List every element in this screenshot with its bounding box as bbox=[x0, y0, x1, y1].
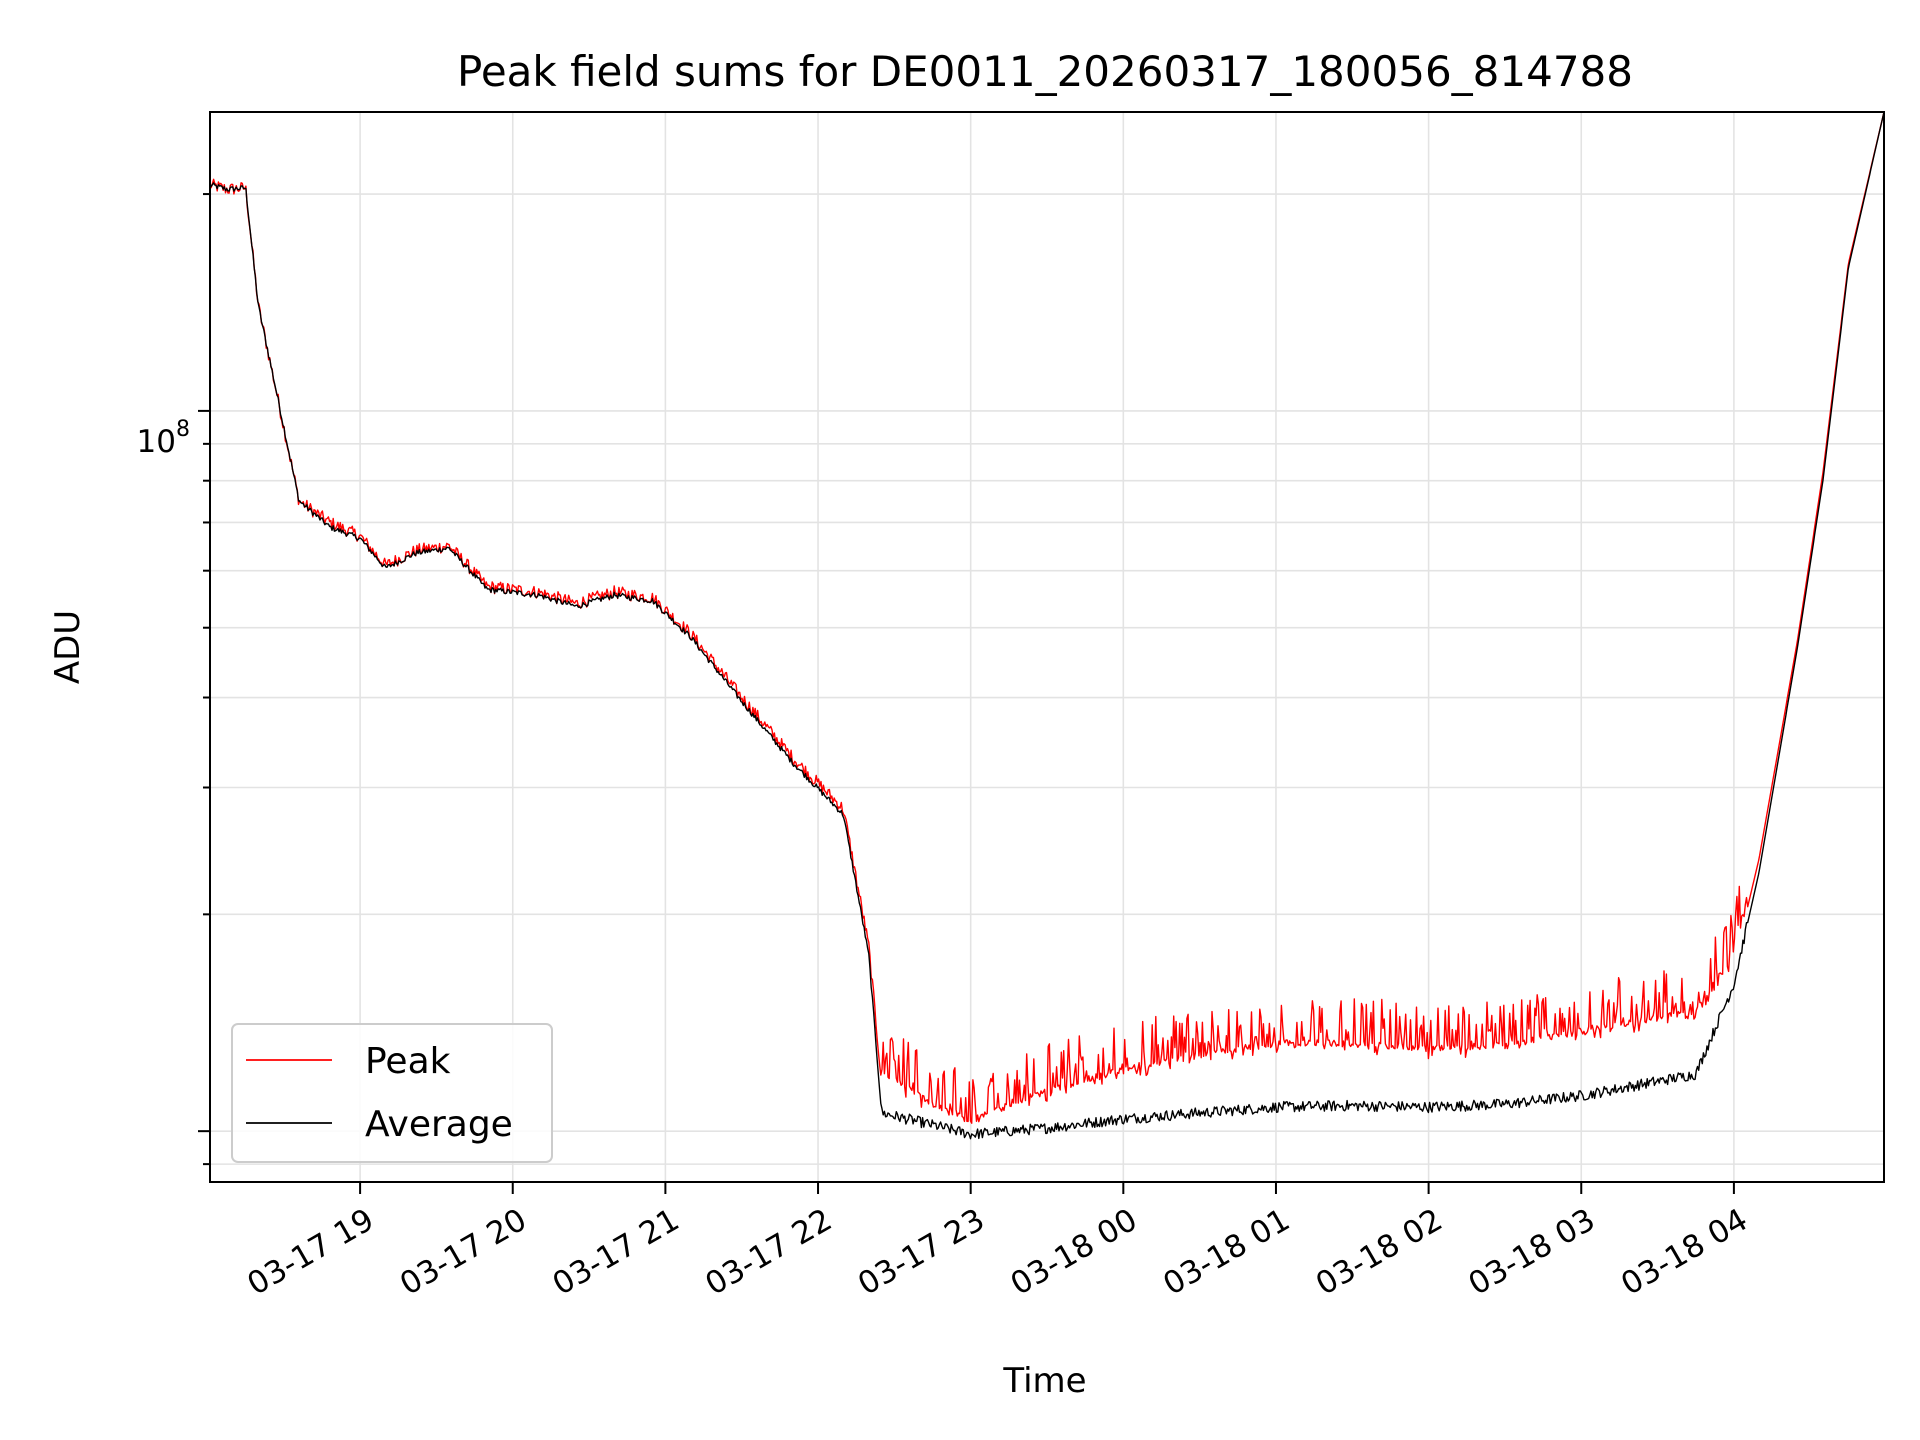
legend: Peak Average bbox=[231, 1023, 553, 1163]
x-tick-label: 03-17 19 bbox=[241, 1202, 380, 1303]
y-tick-exponent: 8 bbox=[176, 417, 190, 442]
legend-label-peak: Peak bbox=[365, 1041, 451, 1082]
x-tick-label: 03-18 04 bbox=[1615, 1202, 1754, 1303]
plot-frame bbox=[209, 111, 1885, 1183]
x-tick-label: 03-17 22 bbox=[699, 1202, 838, 1303]
x-tick-label: 03-18 03 bbox=[1463, 1202, 1602, 1303]
x-tick-label: 03-18 00 bbox=[1005, 1202, 1144, 1303]
x-tick-label: 03-17 20 bbox=[394, 1202, 533, 1303]
series-line-peak bbox=[209, 111, 1885, 1124]
y-tick-base: 10 bbox=[137, 424, 176, 460]
x-tick-label: 03-17 21 bbox=[547, 1202, 686, 1303]
x-tick-label: 03-18 01 bbox=[1157, 1202, 1296, 1303]
series-line-average bbox=[209, 111, 1885, 1140]
y-tick-label: 108 bbox=[137, 417, 190, 460]
y-axis-label: ADU bbox=[48, 610, 88, 684]
plot-series bbox=[209, 111, 1885, 1140]
legend-label-average: Average bbox=[365, 1104, 513, 1145]
y-axis-ticks bbox=[198, 193, 210, 1166]
legend-box bbox=[231, 1023, 553, 1163]
x-tick-label: 03-17 23 bbox=[852, 1202, 991, 1303]
x-tick-label: 03-18 02 bbox=[1310, 1202, 1449, 1303]
x-axis-ticks: 03-17 19 03-17 20 03-17 21 03-17 22 03-17 23… bbox=[241, 1182, 1754, 1303]
chart-title: Peak field sums for DE0011_20260317_1800… bbox=[457, 47, 1633, 96]
x-axis-label: Time bbox=[1002, 1361, 1086, 1401]
